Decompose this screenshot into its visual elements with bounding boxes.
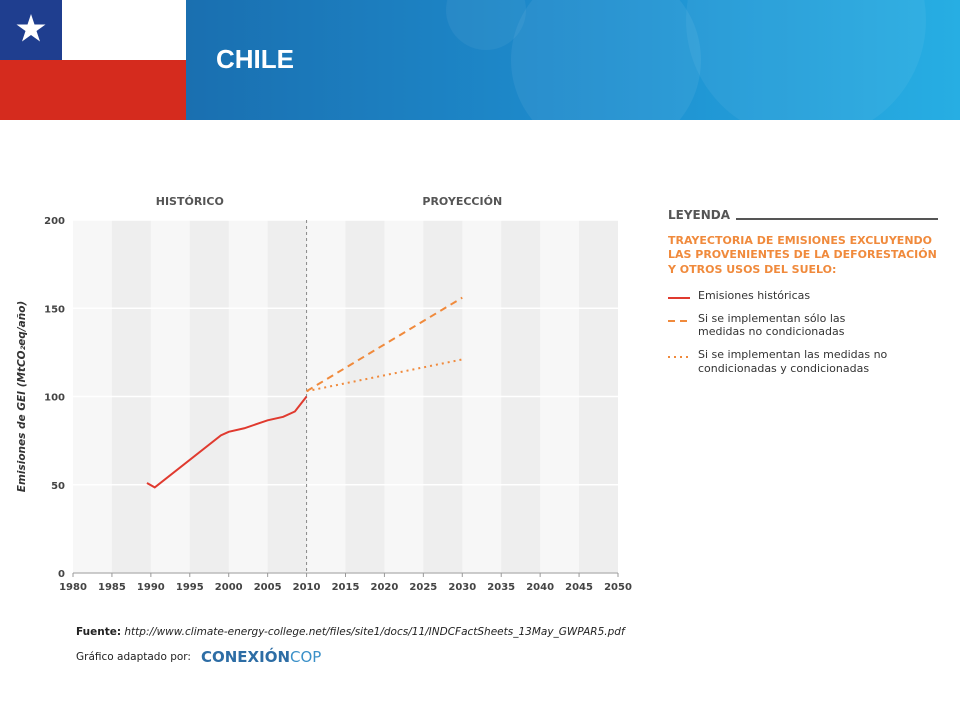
series-line bbox=[146, 395, 308, 489]
x-tick-label: 2040 bbox=[526, 582, 554, 593]
banner-decor bbox=[446, 0, 926, 120]
source-url: http://www.climate-energy-college.net/fi… bbox=[124, 626, 625, 638]
legend-swatch bbox=[668, 296, 690, 299]
legend-item: Si se implementan sólo las medidas no co… bbox=[668, 312, 938, 340]
credit: Gráfico adaptado por: CONEXIÓNCOP bbox=[76, 648, 321, 666]
source: Fuente: http://www.climate-energy-colleg… bbox=[76, 626, 625, 638]
source-label: Fuente: bbox=[76, 626, 122, 638]
x-tick-label: 2015 bbox=[332, 582, 360, 593]
brand-light: COP bbox=[290, 648, 322, 666]
legend: LEYENDA TRAYECTORIA DE EMISIONES EXCLUYE… bbox=[668, 208, 938, 385]
x-tick-label: 2050 bbox=[604, 582, 632, 593]
x-tick-label: 1985 bbox=[98, 582, 126, 593]
legend-label: Emisiones históricas bbox=[698, 288, 811, 302]
legend-label: Si se implementan sólo las medidas no co… bbox=[698, 311, 846, 339]
brand: CONEXIÓNCOP bbox=[201, 648, 321, 666]
y-tick-label: 200 bbox=[44, 216, 65, 227]
brand-bold: CONEXIÓN bbox=[200, 648, 290, 666]
section-label: PROYECCIÓN bbox=[422, 195, 502, 208]
x-tick-label: 2020 bbox=[371, 582, 399, 593]
x-tick-label: 2010 bbox=[293, 582, 321, 593]
series-line bbox=[306, 296, 463, 393]
x-tick-label: 2005 bbox=[254, 582, 282, 593]
x-tick-label: 1995 bbox=[176, 582, 204, 593]
legend-subtitle: TRAYECTORIA DE EMISIONES EXCLUYENDO LAS … bbox=[668, 234, 937, 276]
legend-label: Si se implementan las medidas no condici… bbox=[698, 348, 888, 375]
legend-title-text: LEYENDA bbox=[668, 208, 731, 222]
legend-item: Si se implementan las medidas no condici… bbox=[668, 348, 938, 376]
x-tick-label: 1980 bbox=[59, 582, 87, 593]
x-tick-label: 2035 bbox=[487, 582, 515, 593]
y-tick-label: 150 bbox=[44, 304, 65, 315]
x-tick-label: 2025 bbox=[409, 582, 437, 593]
header-banner bbox=[186, 0, 960, 120]
legend-items: Emisiones históricas Si se implementan só… bbox=[668, 289, 938, 376]
legend-item: Emisiones históricas bbox=[668, 289, 938, 303]
flag bbox=[0, 0, 186, 120]
y-axis-label: Emisiones de GEI (MtCO₂eq/año) bbox=[16, 301, 28, 492]
chart: 0 50 100 150 200 1980 1985 1990 1995 2000 2005 2010… bbox=[16, 195, 632, 593]
y-tick-label: 100 bbox=[44, 393, 65, 404]
credit-label: Gráfico adaptado por: bbox=[76, 651, 191, 663]
legend-swatch bbox=[668, 356, 690, 359]
country-title: CHILE bbox=[216, 44, 294, 74]
legend-swatch bbox=[668, 319, 690, 322]
x-tick-label: 2030 bbox=[448, 582, 476, 593]
x-tick-label: 1990 bbox=[137, 582, 165, 593]
legend-title: LEYENDA bbox=[668, 208, 938, 222]
x-tick-label: 2000 bbox=[215, 582, 243, 593]
x-tick-label: 2045 bbox=[565, 582, 593, 593]
y-tick-label: 0 bbox=[58, 569, 65, 580]
y-tick-label: 50 bbox=[51, 481, 65, 492]
series-line bbox=[306, 358, 463, 393]
section-label: HISTÓRICO bbox=[156, 195, 224, 208]
